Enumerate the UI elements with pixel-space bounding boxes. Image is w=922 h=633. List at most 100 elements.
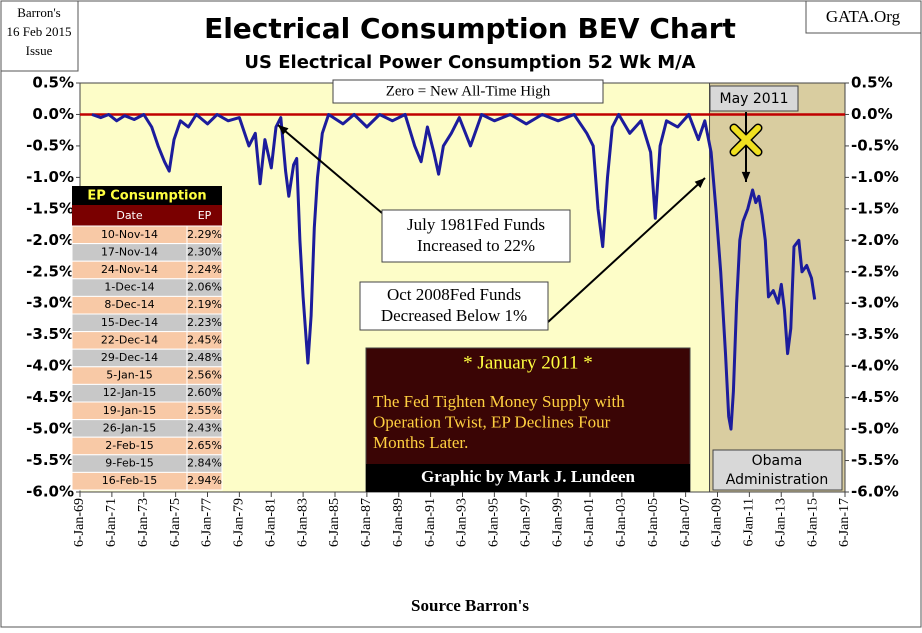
arrow [277,124,383,214]
annotation-text: Decreased Below 1% [381,306,527,325]
x-tick-label: 6-Jan-15 [805,498,820,547]
y-tick-label: -3.5% [851,325,899,343]
table-header-bg [72,205,222,226]
chart-title: Electrical Consumption BEV Chart [204,12,736,45]
table-cell: 15-Dec-14 [101,316,158,329]
y-tick-label: -5.0% [26,420,74,438]
table-cell: 2.56% [187,369,222,382]
x-tick-label: 6-Jan-05 [646,498,661,547]
y-tick-label: -2.0% [26,231,74,249]
chart-subtitle: US Electrical Power Consumption 52 Wk M/… [244,52,695,73]
table-cell: 2.24% [187,263,222,276]
table-cell: 2.48% [187,351,222,364]
shaded-span [709,82,846,493]
y-tick-label: -1.5% [851,199,899,217]
y-tick-label: -1.5% [26,199,74,217]
table-cell: 2.55% [187,404,222,417]
table-title-bg [72,186,222,205]
y-tick-label: -4.5% [26,388,74,406]
annotation-text: Operation Twist, EP Declines Four [373,412,611,431]
annotation-text: Months Later. [373,433,468,452]
table-cell: 2.94% [187,474,222,487]
y-tick-label: -0.5% [851,136,899,154]
y-tick-label: 0.0% [32,105,74,123]
table-cell: 5-Jan-15 [106,369,153,382]
table-cell: 2.84% [187,457,222,470]
corner-text: GATA.Org [826,7,901,26]
y-tick-label: -1.0% [26,168,74,186]
x-tick-label: 6-Jan-13 [773,498,788,547]
table-cell: 19-Jan-15 [103,404,157,417]
x-axis-title: Source Barron's [411,596,529,615]
x-tick-label: 6-Jan-89 [391,498,406,547]
x-tick-label: 6-Jan-03 [614,498,629,547]
arrow-head [694,178,705,189]
corner-text: Issue [26,43,53,58]
arrow-head [278,125,289,135]
y-tick-label: -2.0% [851,231,899,249]
table-cell: 2.29% [187,228,222,241]
table-cell: 2.60% [187,386,222,399]
y-tick-label: -2.5% [851,262,899,280]
x-tick-label: 6-Jan-73 [136,498,151,547]
x-tick-label: 6-Jan-75 [168,498,183,547]
x-tick-label: 6-Jan-71 [104,498,119,547]
y-tick-label: -5.5% [851,451,899,469]
table-cell: 26-Jan-15 [103,421,157,434]
table-cell: 2-Feb-15 [105,439,153,452]
x-tick-label: 6-Jan-81 [263,498,278,547]
annotation-text: May 2011 [719,91,788,107]
x-tick-label: 6-Jan-83 [295,498,310,547]
x-tick-label: 6-Jan-99 [550,498,565,547]
x-tick-label: 6-Jan-91 [423,498,438,547]
annotation-text: Administration [726,472,828,488]
x-tick-label: 6-Jan-17 [837,498,852,547]
y-tick-label: -3.0% [26,294,74,312]
table-cell: 2.43% [187,421,222,434]
annotation-box [381,209,571,263]
arrow [547,177,706,323]
annotation-text: Graphic by Mark J. Lundeen [421,467,635,486]
corner-box [805,0,922,34]
y-tick-label: -4.0% [26,357,74,375]
y-tick-label: -2.5% [26,262,74,280]
y-tick-label: -6.0% [26,483,74,501]
annotation-box [359,281,549,331]
corner-text: Barron's [17,5,61,20]
x-tick-label: 6-Jan-09 [710,498,725,547]
annotation-text: July 1981Fed Funds [407,215,545,234]
y-tick-label: 0.0% [851,105,893,123]
table-cell: 24-Nov-14 [101,263,158,276]
table-header: Date [116,209,143,222]
y-tick-label: -0.5% [26,136,74,154]
annotation-text: Oct 2008Fed Funds [387,285,521,304]
x-tick-label: 6-Jan-01 [582,498,597,547]
table-cell: 8-Dec-14 [104,298,154,311]
table-cell: 16-Feb-15 [102,474,157,487]
x-tick-label: 6-Jan-95 [487,498,502,547]
x-tick-label: 6-Jan-97 [518,498,533,547]
x-tick-label: 6-Jan-79 [232,498,247,547]
table-cell: 2.23% [187,316,222,329]
arrow-head [741,171,751,182]
y-tick-label: -4.5% [851,388,899,406]
x-marker [731,125,761,155]
annotation-text: Increased to 22% [417,236,535,255]
x-tick-label: 6-Jan-77 [200,498,215,547]
annotation-box [709,85,799,112]
data-line [91,113,817,431]
table-cell: 2.30% [187,245,222,258]
annotation-box [712,449,843,491]
annotation-text: The Fed Tighten Money Supply with [373,392,625,411]
y-tick-label: 0.5% [32,74,74,92]
table-cell: 2.06% [187,281,222,294]
y-tick-label: -1.0% [851,168,899,186]
table-cell: 2.19% [187,298,222,311]
credit-strip [366,464,690,492]
y-tick-label: -3.5% [26,325,74,343]
x-tick-label: 6-Jan-07 [678,498,693,547]
table-cell: 10-Nov-14 [101,228,158,241]
table-cell: 22-Dec-14 [101,333,158,346]
corner-text: 16 Feb 2015 [7,24,72,39]
